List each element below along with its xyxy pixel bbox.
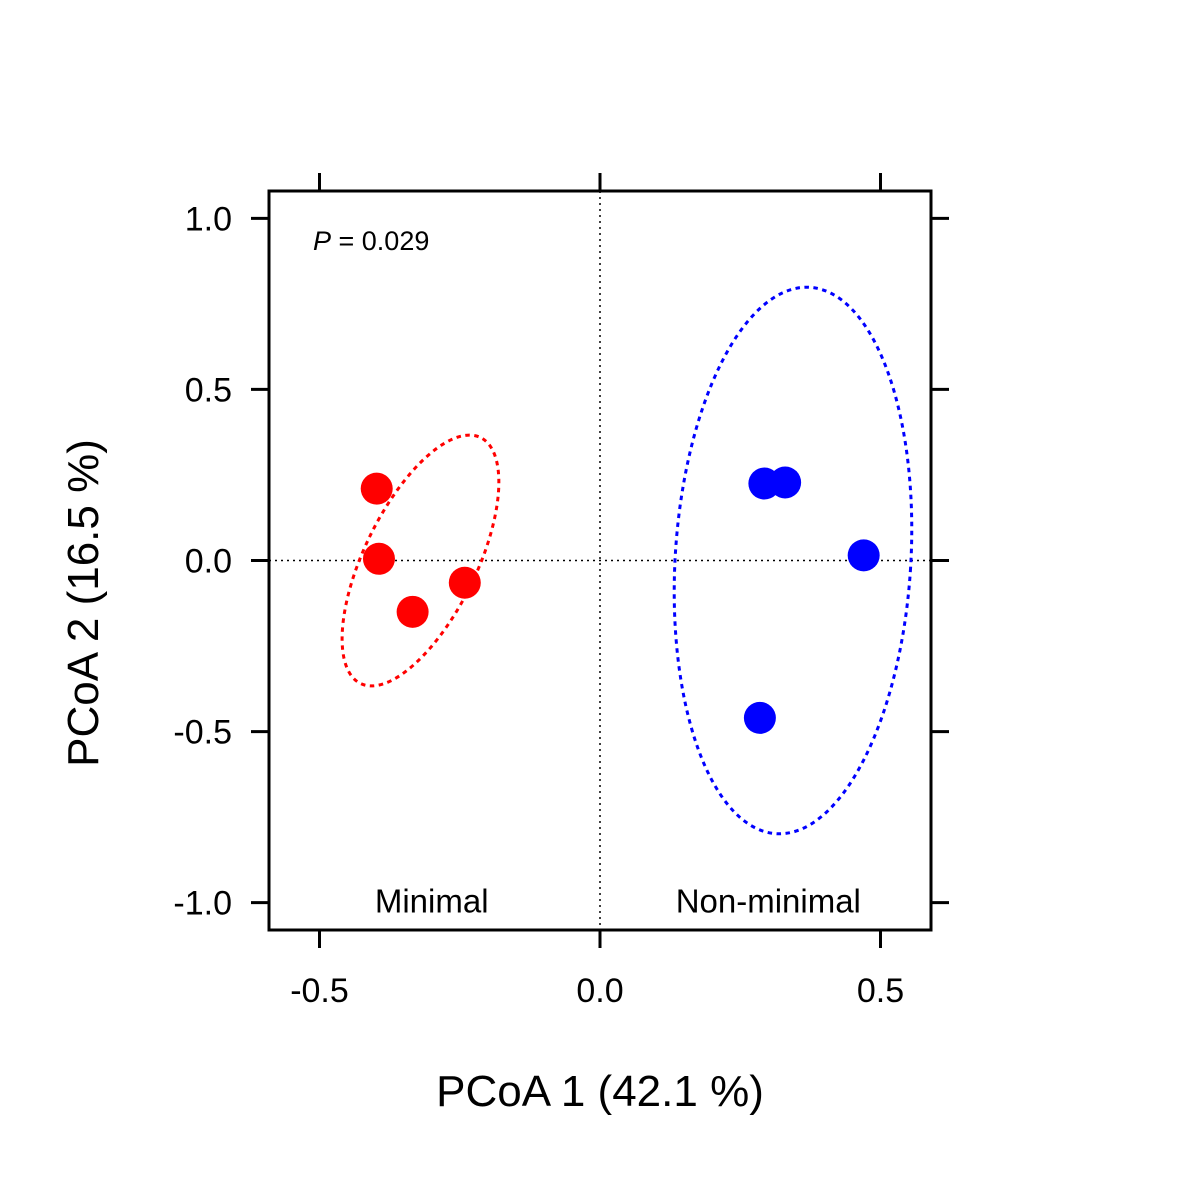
minimal-point bbox=[362, 542, 395, 575]
y-tick-label: 0.0 bbox=[185, 543, 232, 581]
x-tick-label: 0.5 bbox=[857, 972, 904, 1010]
axis-ticks: -0.5 0.0 0.5 -1.0 -0.5 0.0 0.5 1.0 bbox=[173, 173, 949, 1010]
y-tick-label: 0.5 bbox=[185, 371, 232, 409]
y-tick-label: -1.0 bbox=[173, 885, 232, 923]
x-axis-title: PCoA 1 (42.1 %) bbox=[436, 1067, 764, 1116]
p-value-annotation: P = 0.029 bbox=[313, 226, 429, 256]
minimal-group-label: Minimal bbox=[375, 883, 489, 920]
non-minimal-group-label: Non-minimal bbox=[676, 883, 861, 920]
y-axis-title: PCoA 2 (16.5 %) bbox=[59, 439, 108, 767]
minimal-point bbox=[448, 566, 481, 599]
p-value-text: = 0.029 bbox=[331, 226, 429, 256]
x-tick-label: -0.5 bbox=[290, 972, 349, 1010]
x-tick-label: 0.0 bbox=[576, 972, 623, 1010]
y-tick-label: -0.5 bbox=[173, 714, 232, 752]
minimal-point bbox=[396, 595, 429, 628]
non-minimal-point bbox=[769, 466, 802, 499]
p-value-symbol: P bbox=[313, 226, 331, 256]
non-minimal-point bbox=[847, 539, 880, 572]
non-minimal-point bbox=[743, 701, 776, 734]
minimal-point bbox=[360, 472, 393, 505]
non-minimal-confidence-ellipse bbox=[672, 285, 914, 836]
y-tick-label: 1.0 bbox=[185, 200, 232, 238]
plot-area: Minimal Non-minimal bbox=[267, 189, 933, 932]
